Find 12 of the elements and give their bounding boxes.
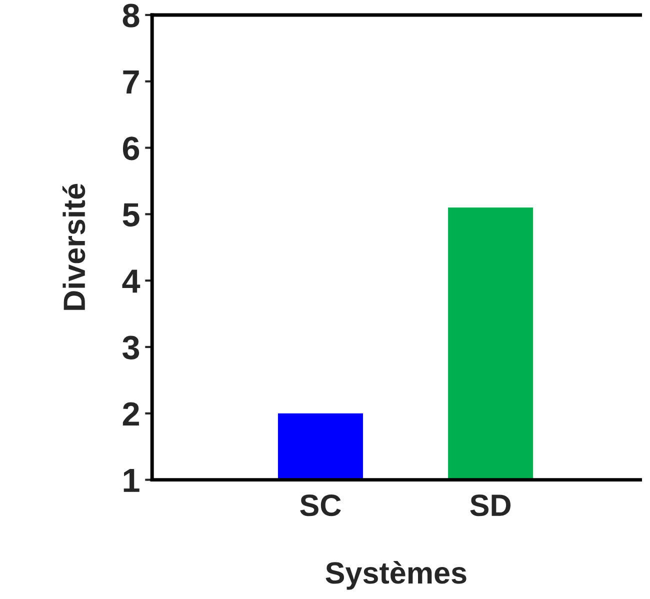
- x-axis-title: Systèmes: [326, 561, 466, 590]
- y-tick-label: 1: [124, 468, 140, 492]
- y-tick-label: 7: [123, 70, 139, 94]
- x-tick-label: SD: [470, 494, 511, 516]
- y-tick-label: 2: [122, 402, 139, 426]
- y-tick-label: 5: [122, 203, 140, 227]
- y-tick-label: 6: [122, 136, 140, 160]
- x-tick-label: SC: [300, 494, 341, 516]
- y-tick-label: 3: [122, 336, 140, 360]
- y-tick-label: 8: [122, 4, 140, 28]
- y-axis-title: Diversité: [62, 184, 86, 310]
- y-tick-label: 4: [122, 270, 140, 293]
